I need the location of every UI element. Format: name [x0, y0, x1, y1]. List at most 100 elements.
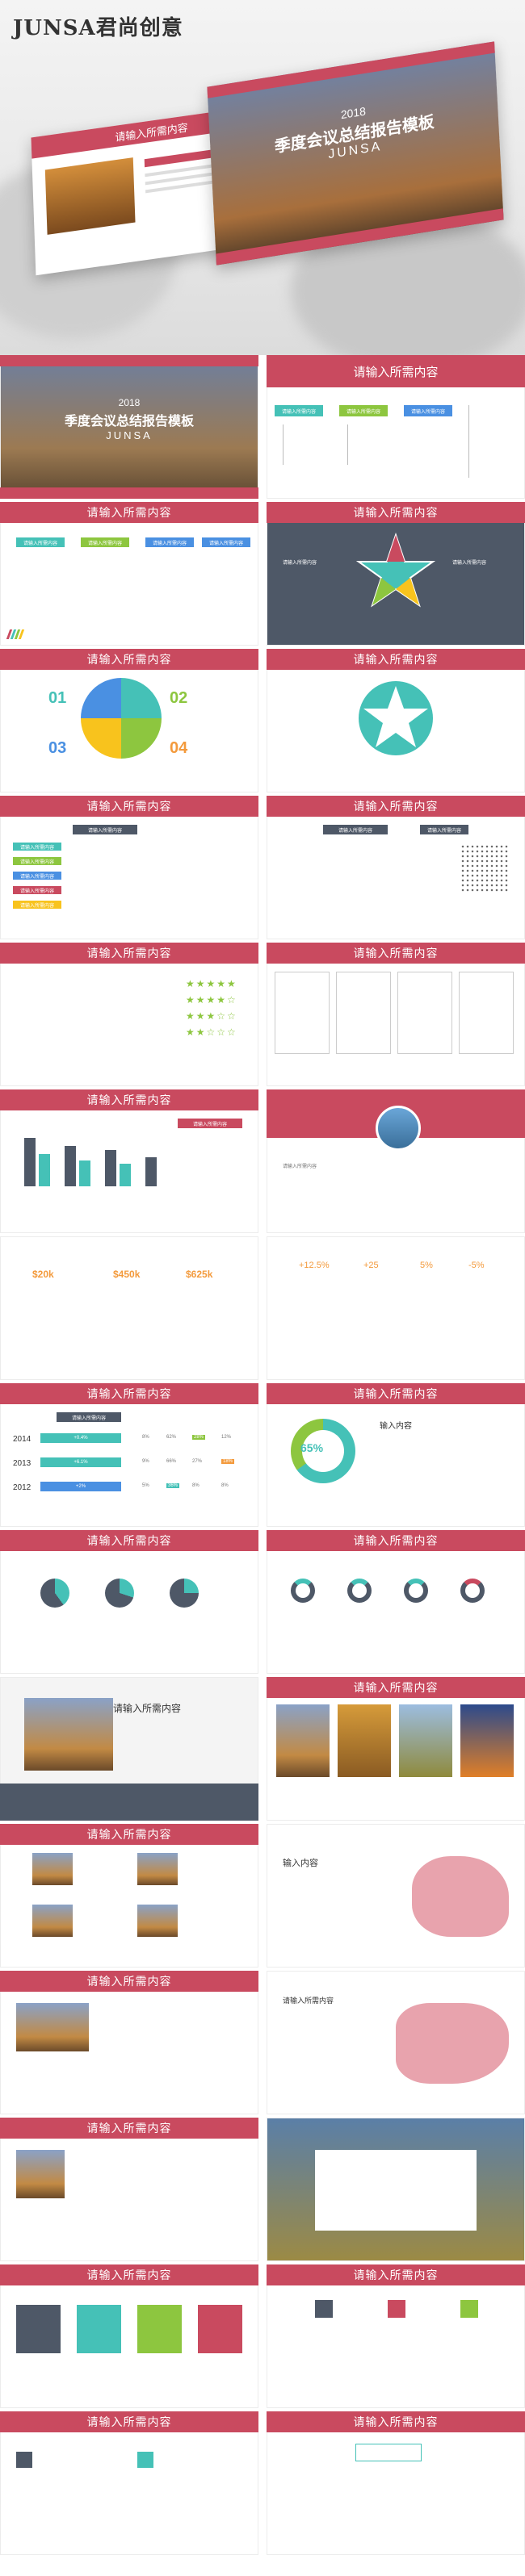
slide-leaf: [267, 2118, 525, 2261]
org-box-blue: 请输入所需内容: [404, 405, 452, 416]
rating-stars-icon: ★★☆☆☆: [186, 1027, 237, 1038]
bar-header: 请输入所需内容: [178, 1119, 242, 1128]
ring: [291, 1579, 315, 1603]
footer-stripes: [6, 629, 25, 639]
bar: [24, 1138, 36, 1186]
dot-map: [460, 844, 509, 893]
cover-sub: JUNSA: [106, 429, 153, 441]
cover-top-bar: [0, 355, 258, 366]
slide-flow: 请输入所需内容: [267, 2411, 525, 2555]
star-icon: [355, 532, 436, 608]
slide-title: 请输入所需内容: [0, 1824, 258, 1845]
pct-4: -5%: [468, 1261, 485, 1270]
quad-pie: [81, 678, 162, 759]
color-chip: [137, 2452, 153, 2468]
slide-title: 请输入所需内容: [0, 502, 258, 523]
year-bar: +6.1%: [40, 1457, 121, 1467]
num-01: 01: [48, 689, 67, 707]
brand-logo: JUNSA君尚创意: [13, 16, 183, 40]
years-header: 请输入所需内容: [57, 1412, 121, 1422]
star-text: 请输入所需内容: [452, 561, 487, 566]
gallery-photo: [276, 1704, 330, 1777]
list-header: 请输入所需内容: [323, 825, 388, 834]
slide-title: 请输入所需内容: [267, 1530, 525, 1551]
num-02: 02: [170, 689, 188, 707]
slide-kpi: $20k $450k $625k: [0, 1236, 258, 1380]
photo: [24, 1698, 113, 1771]
num-04: 04: [170, 739, 188, 757]
rating-stars-icon: ★★★★☆: [186, 994, 237, 1006]
ring: [404, 1579, 428, 1603]
slide-pct: +12.5% +25 5% -5%: [267, 1236, 525, 1380]
round-photo: [376, 1106, 421, 1151]
year-val: 12%: [221, 1435, 232, 1440]
slide-donut-big: 请输入所需内容 65% 输入内容: [267, 1383, 525, 1527]
bar: [105, 1150, 116, 1186]
slide-title: 请输入所需内容: [0, 943, 258, 964]
slide-bars: 请输入所需内容 请输入所需内容: [0, 1089, 258, 1233]
year-label: 2014: [13, 1435, 32, 1444]
map-shape: [396, 2003, 509, 2084]
card: [275, 972, 330, 1054]
slide-title: 请输入所需内容: [267, 355, 525, 387]
slide-feature: 请输入所需内容: [0, 2118, 258, 2261]
donut-hole: [302, 1430, 344, 1472]
donut-chart: [291, 1419, 355, 1483]
slide-gallery: 请输入所需内容: [267, 1677, 525, 1821]
slide-ratings: 请输入所需内容 ★★★★★ ★★★★☆ ★★★☆☆ ★★☆☆☆: [0, 943, 258, 1086]
pct-2: +25: [363, 1261, 379, 1270]
slide-text-block: 请输入所需内容: [267, 1089, 525, 1233]
slide-list-2: 请输入所需内容 请输入所需内容 请输入所需内容: [267, 796, 525, 939]
year-val: 5%: [142, 1483, 149, 1488]
color-tile: [315, 2300, 333, 2318]
bar: [145, 1157, 157, 1186]
bottom-band: [0, 1784, 258, 1821]
map-title: 输入内容: [283, 1859, 318, 1868]
slide-star-light: 请输入所需内容: [267, 649, 525, 792]
list-tag: 请输入所需内容: [13, 886, 61, 894]
slide-color-list: 请输入所需内容: [0, 2411, 258, 2555]
slide-title: 请输入所需内容: [267, 1677, 525, 1698]
cover-bottom-bar: [0, 487, 258, 499]
slide-star: 请输入所需内容 请输入所需内容 请输入所需内容: [267, 502, 525, 646]
list-header: 请输入所需内容: [420, 825, 468, 834]
card: [336, 972, 391, 1054]
color-square: [77, 2305, 121, 2353]
kpi-2: $450k: [113, 1269, 141, 1280]
pct-1: +12.5%: [299, 1261, 330, 1270]
photo: [16, 2003, 89, 2051]
star-icon: [359, 681, 433, 755]
year-val: 9%: [142, 1459, 149, 1464]
org-box-teal: 请输入所需内容: [275, 405, 323, 416]
kpi-3: $625k: [186, 1269, 213, 1280]
preview-photo: [44, 157, 136, 235]
card: [397, 972, 452, 1054]
slide-map-au: 输入内容: [267, 1824, 525, 1968]
photo: [16, 2150, 65, 2198]
color-tile: [388, 2300, 405, 2318]
info-card: [315, 2150, 477, 2231]
year-val: 18%: [221, 1459, 235, 1464]
kpi-1: $20k: [32, 1269, 54, 1280]
bar: [39, 1154, 50, 1186]
year-val: 66%: [166, 1459, 177, 1464]
pie: [170, 1579, 199, 1608]
slide-rings: 请输入所需内容: [267, 1530, 525, 1674]
slide-title: 请输入所需内容: [0, 1971, 258, 1992]
slide-color-tiles: 请输入所需内容: [267, 2264, 525, 2408]
rating-stars-icon: ★★★★★: [186, 978, 237, 989]
grid-photo: [32, 1905, 73, 1937]
color-square: [16, 2305, 61, 2353]
org-box-green: 请输入所需内容: [339, 405, 388, 416]
ring: [460, 1579, 485, 1603]
list-tag: 请输入所需内容: [13, 901, 61, 909]
flow-box: [355, 2444, 422, 2461]
slide-title: 请输入所需内容: [267, 796, 525, 817]
slide-photo-grid: 请输入所需内容: [0, 1824, 258, 1968]
gallery-photo: [338, 1704, 391, 1777]
star-text: 请输入所需内容: [283, 561, 317, 566]
tier-box-teal: 请输入所需内容: [16, 537, 65, 547]
color-square: [137, 2305, 182, 2353]
bar: [65, 1146, 76, 1186]
slide-years: 请输入所需内容 请输入所需内容 2014 +0.4% 8% 62% 28% 12…: [0, 1383, 258, 1527]
